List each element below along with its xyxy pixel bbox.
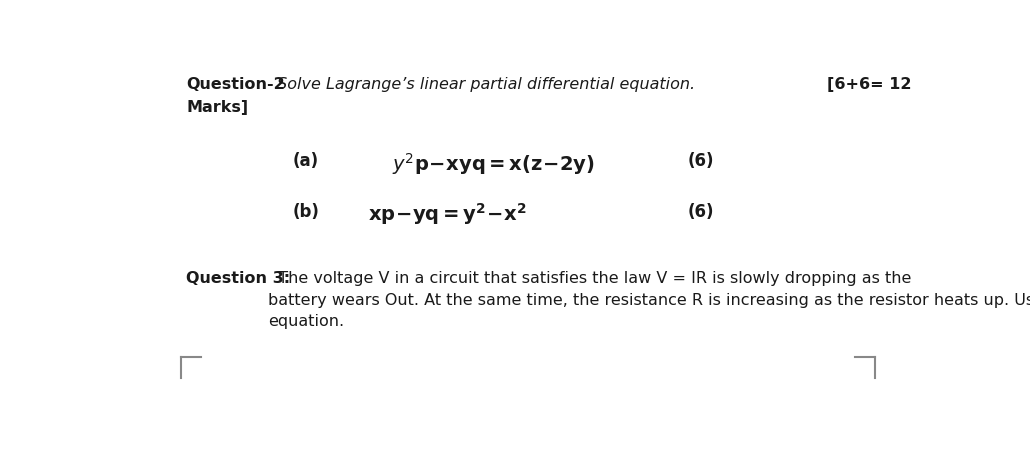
Text: (6): (6)	[688, 203, 714, 221]
Text: (a): (a)	[293, 153, 318, 170]
Text: Solve Lagrange’s linear partial differential equation.: Solve Lagrange’s linear partial differen…	[272, 77, 695, 92]
Text: Question-2: Question-2	[186, 77, 285, 92]
Text: $y^2\mathbf{p\!-\!xyq = x(z\!-\!2y)}$: $y^2\mathbf{p\!-\!xyq = x(z\!-\!2y)}$	[392, 151, 595, 177]
Text: The voltage V in a circuit that satisfies the law V = IR is slowly dropping as t: The voltage V in a circuit that satisfie…	[269, 271, 1030, 330]
Text: (b): (b)	[293, 203, 319, 221]
Text: [6+6= 12: [6+6= 12	[826, 77, 911, 92]
Text: $\mathbf{xp\!-\!yq = y^2\!-\!x^2}$: $\mathbf{xp\!-\!yq = y^2\!-\!x^2}$	[369, 201, 526, 227]
Text: (6): (6)	[688, 153, 714, 170]
Text: Marks]: Marks]	[186, 100, 248, 115]
Text: Question 3:: Question 3:	[186, 271, 290, 286]
